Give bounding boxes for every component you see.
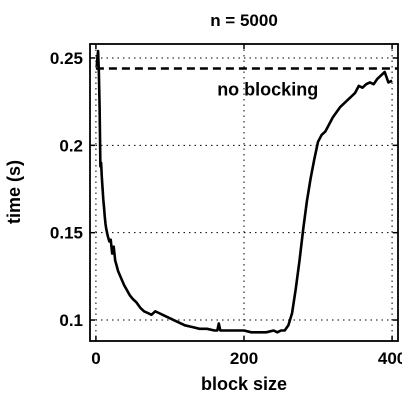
x-tick-label-0: 0	[91, 349, 100, 368]
y-axis-label: time (s)	[4, 160, 24, 224]
chart-title: n = 5000	[210, 11, 278, 30]
y-tick-label-0: 0.1	[59, 311, 83, 330]
y-tick-label-1: 0.15	[50, 224, 83, 243]
y-tick-label-2: 0.2	[59, 136, 83, 155]
x-tick-label-2: 400	[378, 349, 402, 368]
y-tick-label-3: 0.25	[50, 49, 83, 68]
x-tick-label-1: 200	[230, 349, 258, 368]
annotation-no-blocking: no blocking	[217, 79, 318, 99]
x-axis-label: block size	[201, 374, 287, 394]
